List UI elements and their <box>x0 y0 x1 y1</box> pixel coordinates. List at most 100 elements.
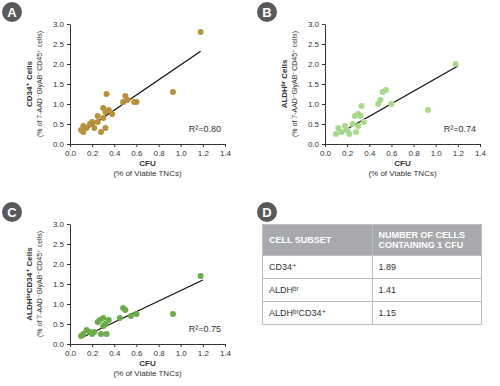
y-tick: 2.0 <box>53 260 70 269</box>
x-tick: 0.2 <box>87 144 99 158</box>
x-tick-label: 0.4 <box>364 149 376 158</box>
x-tick: 1.4 <box>220 344 232 358</box>
point <box>377 97 383 103</box>
y-axis-line <box>70 225 71 345</box>
point <box>198 273 204 279</box>
x-tick: 0.8 <box>409 144 421 158</box>
x-tick-mark <box>203 344 204 347</box>
y-axis-line <box>325 25 326 145</box>
point <box>128 313 134 319</box>
y-tick: 3.0 <box>53 20 70 29</box>
y-tick-mark <box>322 44 325 45</box>
x-tick: 1.0 <box>431 144 443 158</box>
header-cell: NUMBER OF CELLS CONTAINING 1 CFU <box>372 225 482 256</box>
y-tick: 0.5 <box>53 320 70 329</box>
y-tick-mark <box>67 304 70 305</box>
y-tick: 0.0 <box>53 340 70 349</box>
y-tick: 0.0 <box>308 140 325 149</box>
cell: 1.15 <box>372 302 482 325</box>
x-tick: 1.2 <box>453 144 465 158</box>
y-tick-mark <box>67 124 70 125</box>
y-tick-mark <box>67 224 70 225</box>
point <box>388 101 394 107</box>
plot-area <box>78 29 204 135</box>
header-row: CELL SUBSETNUMBER OF CELLS CONTAINING 1 … <box>263 225 482 256</box>
x-tick-label: 0.2 <box>342 149 354 158</box>
y-tick: 0.0 <box>53 140 70 149</box>
x-tick: 1.4 <box>220 144 232 158</box>
y-tick-label: 1.0 <box>308 100 320 109</box>
figure: A0.00.20.40.60.81.01.21.40.00.51.01.52.0… <box>0 0 500 386</box>
point <box>170 311 176 317</box>
x-tick-label: 1.2 <box>198 149 210 158</box>
y-tick-mark <box>67 244 70 245</box>
y-tick: 2.0 <box>53 60 70 69</box>
y-tick-mark <box>67 24 70 25</box>
y-tick: 2.5 <box>53 240 70 249</box>
y-tick-mark <box>322 124 325 125</box>
x-tick-label: 1.2 <box>198 349 210 358</box>
point <box>425 107 431 113</box>
y-tick-mark <box>67 104 70 105</box>
y-tick: 2.5 <box>308 40 325 49</box>
y-axis-line <box>70 25 71 145</box>
x-tick-mark <box>181 344 182 347</box>
y-axis-title: (% of 7-AAD⁻GlyAB⁻CD45⁺ cells) <box>36 31 44 137</box>
x-tick-label: 0.6 <box>386 149 398 158</box>
y-tick-mark <box>67 64 70 65</box>
x-tick: 0.0 <box>65 344 77 358</box>
x-tick-label: 0.0 <box>320 149 332 158</box>
y-tick-label: 2.0 <box>53 60 65 69</box>
cell: ALDHᵇʳ <box>263 279 373 302</box>
y-axis-title: (% of 7-AAD⁻GlyAB⁻CD45⁺ cells) <box>291 31 299 137</box>
x-tick-label: 1.4 <box>220 349 232 358</box>
x-tick-label: 1.4 <box>220 149 232 158</box>
y-axis: 0.00.51.01.52.02.53.0 <box>308 20 326 149</box>
y-axis: 0.00.51.01.52.02.53.0 <box>53 220 71 349</box>
x-tick: 0.8 <box>154 344 166 358</box>
x-tick-mark <box>458 144 459 147</box>
y-tick-label: 2.5 <box>53 40 65 49</box>
point <box>133 99 139 105</box>
panel-badge <box>2 202 22 222</box>
point <box>98 331 104 337</box>
x-tick-label: 0.4 <box>109 149 121 158</box>
panel: B0.00.20.40.60.81.01.21.40.00.51.01.52.0… <box>257 2 487 178</box>
panel: D <box>257 202 277 222</box>
x-axis-title: CFU <box>394 159 411 168</box>
y-axis-title: (% of 7-AAD⁻GlyAB⁻CD45⁺ cells) <box>36 231 44 337</box>
panel-label: D <box>262 205 271 220</box>
cell: 1.89 <box>372 256 482 279</box>
x-tick-label: 0.2 <box>87 349 99 358</box>
x-tick-mark <box>159 144 160 147</box>
x-tick-mark <box>159 344 160 347</box>
x-tick-label: 0.2 <box>87 149 99 158</box>
plot-area <box>78 273 204 339</box>
point <box>91 329 97 335</box>
trend-line <box>81 51 201 133</box>
x-tick: 0.2 <box>342 144 354 158</box>
x-axis-title: (% of Viable TNCs) <box>113 169 182 178</box>
point <box>100 115 106 121</box>
y-axis-title: ALDHᵇʳ Cells <box>280 59 289 108</box>
point <box>353 129 359 135</box>
point <box>104 331 110 337</box>
y-tick-label: 2.5 <box>53 240 65 249</box>
panel-label: C <box>7 205 17 220</box>
x-tick-label: 0.0 <box>65 149 77 158</box>
y-tick-label: 0.5 <box>53 120 65 129</box>
y-tick-label: 1.0 <box>53 300 65 309</box>
x-axis-title: CFU <box>139 359 156 368</box>
y-tick: 0.5 <box>53 120 70 129</box>
x-tick-mark <box>436 144 437 147</box>
point <box>100 315 106 321</box>
point <box>350 121 356 127</box>
point <box>339 129 345 135</box>
x-tick-label: 0.6 <box>131 349 143 358</box>
x-tick-mark <box>225 144 226 147</box>
y-tick-mark <box>67 284 70 285</box>
panel-label: B <box>262 5 271 20</box>
cell: ALDHᵇʳCD34⁺ <box>263 302 373 325</box>
x-axis: 0.00.20.40.60.81.01.21.4 <box>65 144 232 158</box>
x-axis-title: (% of Viable TNCs) <box>113 369 182 378</box>
